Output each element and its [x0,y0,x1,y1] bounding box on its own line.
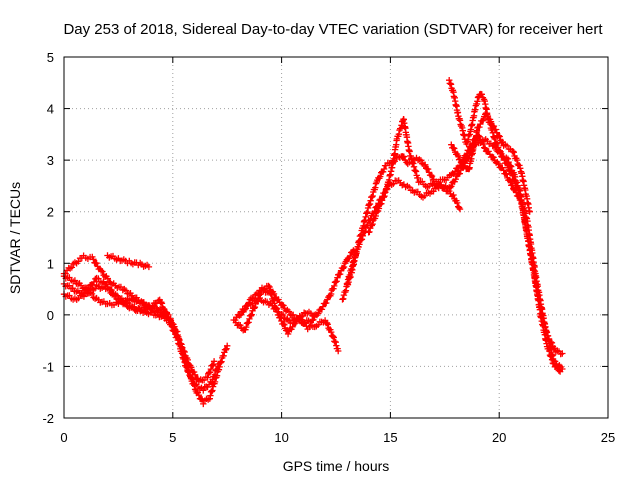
plot-frame [63,56,609,419]
series-track-k [365,116,464,236]
y-axis-label: SDTVAR / TECUs [7,182,23,294]
y-tick-label: 5 [47,50,54,65]
x-tick-label: 0 [60,430,67,445]
x-tick-label: 10 [274,430,288,445]
series-markers [446,77,564,375]
series-track-d [104,252,153,271]
y-tick-labels: -2 -1 0 1 2 3 4 5 [42,50,54,426]
x-tick-label: 20 [492,430,506,445]
y-tick-label: 4 [47,102,54,117]
series-track-m [448,109,533,215]
series-track-l [446,77,564,375]
grid [64,57,608,418]
x-tick-labels: 0 5 10 15 20 25 [60,430,615,445]
series-markers [448,109,533,215]
data-series [60,77,566,408]
series-track-h [232,284,318,338]
tick-marks [63,56,609,419]
x-tick-label: 5 [169,430,176,445]
y-tick-label: 2 [47,205,54,220]
y-tick-label: -2 [42,411,54,426]
x-tick-label: 25 [601,430,615,445]
y-tick-label: 3 [47,153,54,168]
series-markers [232,284,318,338]
series-markers [365,116,464,236]
x-axis-label: GPS time / hours [283,458,390,474]
series-markers [104,252,153,271]
y-tick-label: -1 [42,359,54,374]
x-tick-label: 15 [383,430,397,445]
y-tick-label: 1 [47,256,54,271]
chart-title: Day 253 of 2018, Sidereal Day-to-day VTE… [63,21,603,38]
y-tick-label: 0 [47,308,54,323]
